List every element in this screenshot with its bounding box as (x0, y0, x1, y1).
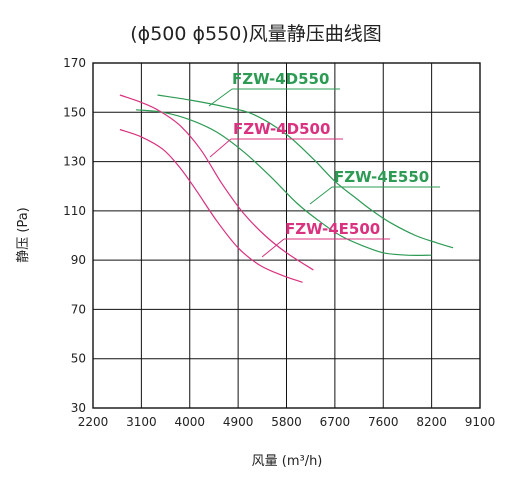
series-label-fzw-4d500: FZW-4D500 (233, 120, 330, 138)
y-tick-label: 50 (71, 352, 86, 366)
series-line-fzw-4d550 (157, 94, 454, 249)
series-label-fzw-4d550: FZW-4D550 (232, 70, 329, 88)
y-tick-label: 110 (63, 204, 86, 218)
x-axis-label: 风量 (m³/h) (252, 454, 323, 469)
y-tick-label: 30 (71, 401, 86, 415)
series-label-fzw-4e500: FZW-4E500 (285, 220, 380, 238)
x-tick-label: 8200 (416, 415, 447, 429)
series-leader-line (261, 238, 285, 258)
x-tick-label: 7600 (368, 415, 399, 429)
chart-title: (ϕ500 ϕ550)风量静压曲线图 (130, 23, 381, 45)
y-tick-label: 170 (63, 56, 86, 70)
x-tick-label: 6700 (320, 415, 351, 429)
x-tick-label: 4000 (174, 415, 205, 429)
series-line-fzw-4e550 (135, 109, 432, 256)
x-tick-label: 5800 (271, 415, 302, 429)
y-tick-label: 70 (71, 302, 86, 316)
x-tick-label: 2200 (78, 415, 109, 429)
series-leader-line (208, 88, 233, 107)
series-line-fzw-4e500 (119, 128, 303, 283)
y-axis-label: 静压 (Pa) (16, 207, 31, 263)
x-tick-label: 4900 (223, 415, 254, 429)
series-line-fzw-4d500 (119, 94, 314, 271)
x-tick-label: 9100 (465, 415, 496, 429)
y-tick-label: 130 (63, 155, 86, 169)
series-label-fzw-4e550: FZW-4E550 (334, 168, 429, 186)
y-tick-label: 150 (63, 105, 86, 119)
y-tick-label: 90 (71, 253, 86, 267)
series-leader-line (209, 138, 232, 158)
x-tick-label: 3100 (126, 415, 157, 429)
series-leader-line (309, 186, 333, 205)
